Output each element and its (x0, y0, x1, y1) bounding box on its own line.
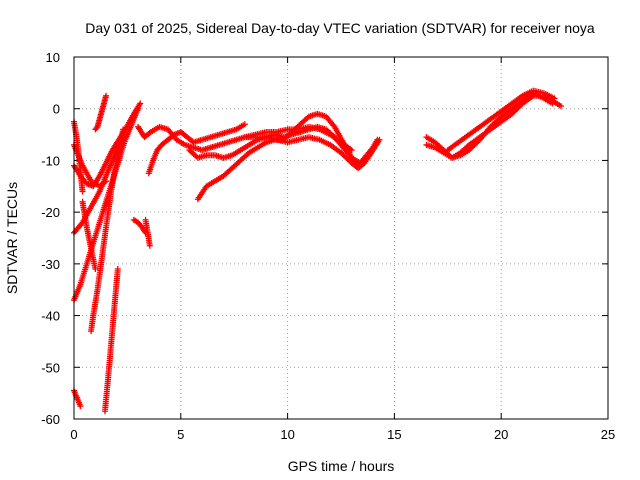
x-axis-label: GPS time / hours (288, 458, 395, 474)
grid-layer (74, 57, 608, 419)
y-tick-label: -60 (41, 412, 60, 427)
data-points-layer (71, 87, 565, 415)
y-tick-label: -20 (41, 205, 60, 220)
y-tick-label: 10 (46, 50, 60, 65)
y-tick-label: -40 (41, 309, 60, 324)
plot-frame (73, 56, 609, 420)
series-track-9 (92, 92, 110, 133)
chart-title: Day 031 of 2025, Sidereal Day-to-day VTE… (85, 20, 595, 36)
x-tick-label: 0 (70, 427, 77, 442)
series-track-7 (88, 126, 127, 335)
series-track-20 (444, 87, 558, 154)
series-track-5 (71, 105, 142, 304)
x-tick-label: 5 (177, 427, 184, 442)
y-axis-label: SDTVAR / TECUs (4, 182, 20, 294)
data-point (558, 103, 565, 110)
data-point (92, 266, 99, 273)
x-tick-label: 20 (494, 427, 508, 442)
series-track-1 (71, 387, 84, 410)
data-point (79, 188, 86, 195)
x-tick-label: 25 (601, 427, 615, 442)
data-point (103, 178, 110, 185)
data-point (137, 100, 144, 107)
data-point (120, 126, 127, 133)
series-track-12 (142, 216, 153, 249)
data-point (146, 242, 153, 249)
data-point (101, 179, 108, 186)
y-tick-label: -30 (41, 257, 60, 272)
series-track-10 (101, 266, 121, 415)
y-tick-label: -50 (41, 360, 60, 375)
data-point (103, 92, 110, 99)
data-point (549, 100, 556, 107)
x-tick-label: 15 (387, 427, 401, 442)
data-point (348, 147, 355, 154)
data-point (374, 139, 381, 146)
x-axis-ticks: 0 5 10 15 20 25 (70, 57, 615, 442)
series-track-13 (145, 121, 248, 177)
y-tick-label: 0 (53, 102, 60, 117)
data-point (77, 403, 84, 410)
series-track-17 (241, 123, 355, 154)
data-point (241, 121, 248, 128)
x-tick-label: 10 (280, 427, 294, 442)
data-point (135, 105, 142, 112)
y-tick-label: -10 (41, 153, 60, 168)
y-axis-ticks: -60 -50 -40 -30 -20 -10 0 10 (41, 50, 608, 427)
series-track-8 (79, 198, 99, 273)
data-point (551, 95, 558, 102)
series-track-19 (423, 90, 556, 161)
data-point (114, 266, 121, 273)
